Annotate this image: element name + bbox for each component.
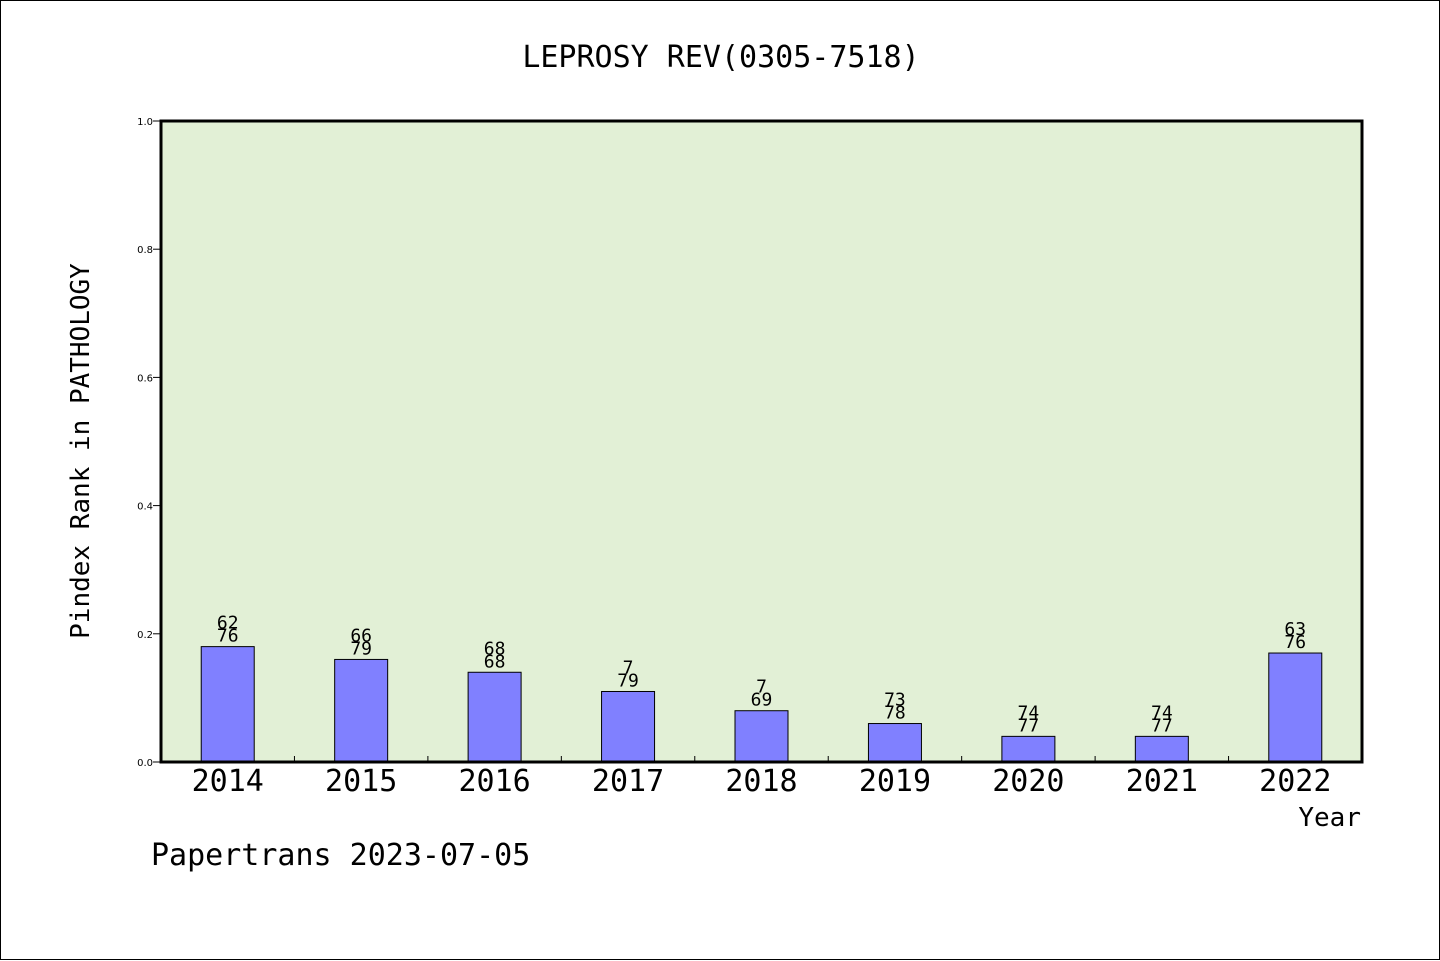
bar-2019 — [867, 723, 922, 763]
y-axis-label: Pindex Rank in PATHOLOGY — [66, 263, 96, 639]
bar-label-bottom: 78 — [884, 703, 906, 724]
y-tick-label: 1.0 — [137, 117, 153, 128]
plot-border — [159, 119, 1364, 764]
x-tick-label: 2022 — [1259, 764, 1331, 799]
x-tick-label: 2016 — [458, 764, 530, 799]
bar-label-bottom: 68 — [484, 651, 506, 672]
bar-2020 — [1001, 735, 1056, 763]
bar-label-bottom: 79 — [350, 638, 372, 659]
bar-label-bottom: 77 — [1151, 715, 1173, 736]
bar-label-top: 74 — [1018, 702, 1040, 723]
bar-label-top: 7 — [623, 657, 634, 678]
x-tick-label: 2015 — [325, 764, 397, 799]
y-tick-label: 0.2 — [137, 630, 153, 641]
x-tick-label: 2020 — [992, 764, 1064, 799]
x-axis: 2014 2015 2016 2017 2018 2019 2020 2021 2022 — [192, 756, 1331, 799]
y-axis: 0.0 0.2 0.4 0.6 0.8 1.0 — [137, 117, 161, 769]
credit-text: Papertrans 2023-07-05 — [151, 838, 530, 873]
bar-2021 — [1134, 735, 1189, 763]
y-tick-label: 0.0 — [137, 758, 153, 769]
bar-label-top: 63 — [1284, 619, 1306, 640]
bar-2022 — [1268, 652, 1323, 763]
x-axis-label: Year — [1298, 803, 1361, 833]
bar-label-top: 66 — [350, 625, 372, 646]
x-tick-label: 2019 — [859, 764, 931, 799]
x-tick-label: 2018 — [725, 764, 797, 799]
bar-label-top: 74 — [1151, 702, 1173, 723]
bar-label-bottom: 76 — [1284, 632, 1306, 653]
bar-label-top: 7 — [756, 677, 767, 698]
bar-label-top: 73 — [884, 690, 906, 711]
bar-label-top: 68 — [484, 638, 506, 659]
bar-2018 — [734, 710, 789, 763]
bar-2014 — [200, 646, 255, 763]
bar-label-top: 62 — [217, 613, 239, 634]
plot-area — [161, 121, 1362, 762]
y-tick-label: 0.8 — [137, 245, 153, 256]
bar-series — [200, 646, 1323, 763]
x-tick-label: 2021 — [1126, 764, 1198, 799]
bar-label-bottom: 77 — [1018, 715, 1040, 736]
y-tick-label: 0.4 — [137, 502, 153, 513]
chart-title: LEPROSY REV(0305-7518) — [522, 40, 919, 75]
bar-label-bottom: 69 — [751, 690, 773, 711]
bar-2016 — [467, 671, 522, 763]
x-tick-label: 2017 — [592, 764, 664, 799]
bar-2017 — [601, 690, 656, 763]
y-tick-label: 0.6 — [137, 373, 153, 384]
bar-2015 — [334, 658, 389, 763]
bar-label-bottom: 76 — [217, 626, 239, 647]
x-tick-label: 2014 — [192, 764, 264, 799]
bar-label-bottom: 79 — [617, 670, 639, 691]
